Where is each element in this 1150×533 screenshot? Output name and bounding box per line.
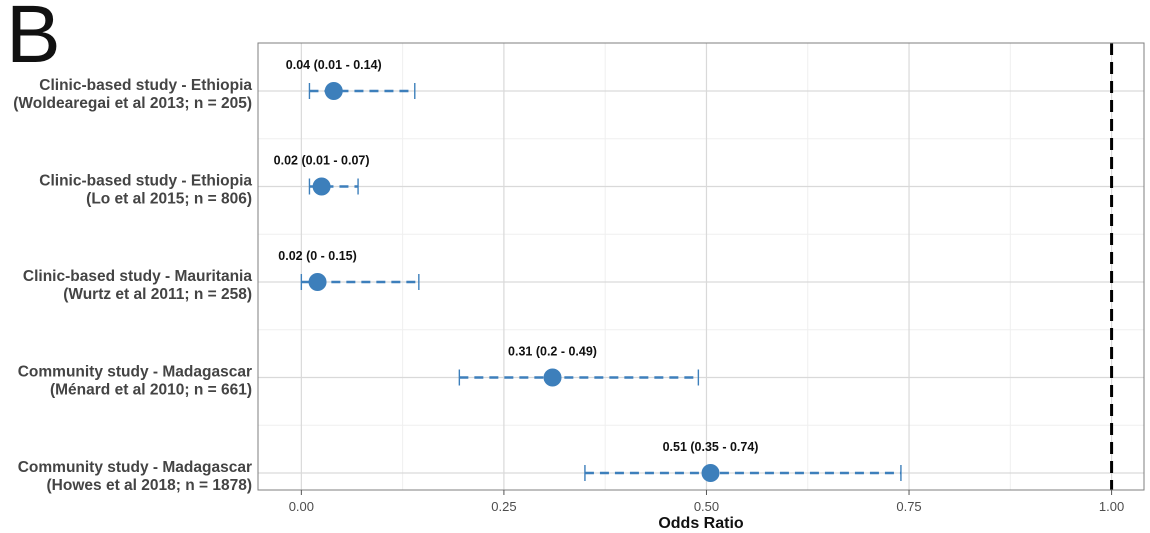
x-tick-label: 1.00 [1099, 499, 1124, 514]
estimate-label: 0.31 (0.2 - 0.49) [508, 345, 597, 359]
x-tick-label: 0.00 [289, 499, 314, 514]
x-tick-label: 0.25 [491, 499, 516, 514]
study-label-line1: Community study - Madagascar [18, 459, 252, 476]
study-label-line1: Clinic-based study - Mauritania [23, 268, 252, 285]
plot-border [257, 42, 1145, 491]
study-label-line2: (Ménard et al 2010; n = 661) [50, 382, 252, 399]
plot-panel [258, 43, 1144, 490]
study-label-line2: (Lo et al 2015; n = 806) [86, 191, 252, 208]
x-axis-title: Odds Ratio [658, 515, 744, 532]
panel-letter: B [6, 0, 61, 80]
estimate-point [543, 368, 562, 387]
study-label-line1: Clinic-based study - Ethiopia [39, 77, 252, 94]
x-ticks-group: 0.00 0.25 0.50 0.75 1.00 [289, 490, 1124, 514]
x-tick-label: 0.75 [896, 499, 921, 514]
x-tick-label: 0.50 [694, 499, 719, 514]
estimate-label: 0.51 (0.35 - 0.74) [663, 440, 759, 454]
major-gridlines [258, 43, 1144, 490]
estimate-point [308, 273, 327, 291]
study-label-line1: Community study - Madagascar [18, 364, 252, 381]
study-label-line2: (Woldearegai et al 2013; n = 205) [13, 95, 252, 112]
estimate-point [324, 82, 343, 100]
estimate-label: 0.02 (0.01 - 0.07) [274, 154, 370, 168]
points-group [308, 82, 720, 482]
study-label-line2: (Wurtz et al 2011; n = 258) [63, 286, 252, 303]
study-labels-group: Clinic-based study - Ethiopia(Woldearega… [13, 77, 252, 494]
study-label-line2: (Howes et al 2018; n = 1878) [47, 477, 252, 494]
estimate-label: 0.02 (0 - 0.15) [278, 249, 357, 263]
estimate-point [701, 464, 720, 482]
estimate-labels-group: 0.04 (0.01 - 0.14) 0.02 (0.01 - 0.07) 0.02… [274, 58, 759, 454]
estimate-label: 0.04 (0.01 - 0.14) [286, 58, 382, 72]
study-label-line1: Clinic-based study - Ethiopia [39, 173, 252, 190]
estimate-point [312, 177, 331, 196]
minor-gridlines [258, 43, 1144, 490]
